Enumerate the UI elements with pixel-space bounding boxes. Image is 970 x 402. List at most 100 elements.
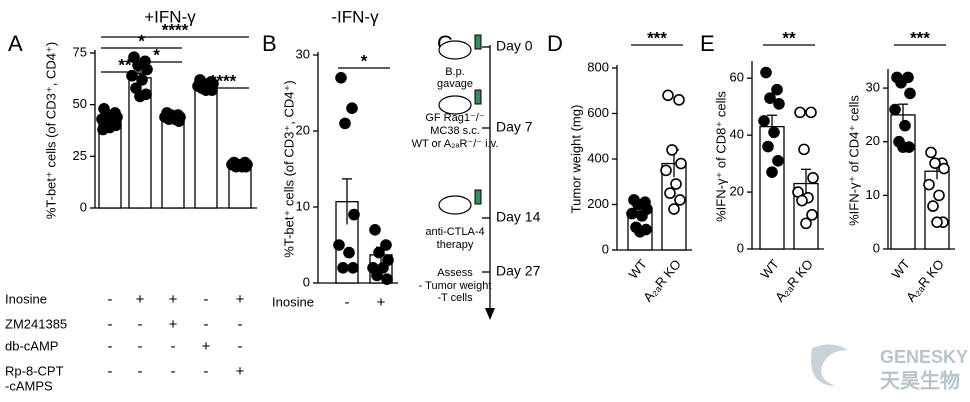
- data-point: [674, 194, 686, 206]
- watermark-logo: [811, 344, 848, 386]
- significance-label: ****: [210, 71, 237, 90]
- data-point: [666, 144, 678, 156]
- data-point: [347, 261, 359, 274]
- chart-title: +IFN-γ: [144, 7, 196, 26]
- data-point: [339, 117, 351, 130]
- event-note: anti-CTLA-4: [425, 226, 484, 238]
- x-tick-label: WT: [625, 256, 650, 281]
- data-point: [346, 102, 358, 114]
- y-tick-label: 40: [730, 127, 744, 142]
- data-point: [762, 140, 774, 153]
- condition-label: db-cAMP: [5, 338, 58, 353]
- data-point: [895, 76, 907, 89]
- condition-symbol: -: [204, 316, 209, 333]
- day-label: Day 7: [496, 119, 533, 135]
- data-point: [927, 200, 939, 212]
- data-point: [800, 217, 812, 230]
- data-point: [240, 160, 252, 173]
- y-tick-label: 10: [296, 198, 310, 213]
- watermark: 天昊生物: [880, 368, 960, 392]
- data-point: [163, 113, 175, 125]
- event-note: B.p.: [445, 66, 465, 78]
- data-point: [668, 203, 680, 215]
- y-tick-label: 25: [73, 148, 87, 163]
- data-point: [929, 157, 941, 169]
- y-tick-label: 0: [873, 240, 880, 255]
- y-tick-label: 600: [587, 105, 609, 120]
- y-tick-label: 50: [73, 96, 87, 111]
- data-point: [337, 261, 349, 274]
- data-point: [380, 239, 392, 251]
- data-point: [794, 106, 806, 119]
- syringe-icon: [474, 189, 482, 205]
- day-label: Day 14: [496, 209, 541, 225]
- data-point: [931, 216, 943, 228]
- syringe-icon: [474, 34, 482, 50]
- y-tick-label: 20: [296, 122, 310, 137]
- data-point: [805, 106, 817, 119]
- data-point: [141, 63, 153, 76]
- condition-symbol: -: [204, 363, 209, 380]
- data-point: [796, 194, 808, 207]
- condition-symbol: -: [204, 291, 209, 308]
- mouse-icon: [438, 195, 472, 215]
- data-point: [933, 189, 945, 202]
- data-point: [335, 72, 347, 84]
- data-point: [134, 90, 146, 103]
- condition-symbol: -: [108, 316, 113, 333]
- condition-symbol: +: [169, 291, 178, 308]
- condition-symbol: -: [138, 338, 143, 355]
- data-point: [807, 172, 819, 184]
- data-point: [626, 207, 638, 220]
- data-point: [369, 224, 381, 236]
- data-point: [764, 92, 776, 104]
- data-point: [925, 146, 937, 159]
- y-axis-label: %T-bet⁺ cells (of CD3⁺, CD4⁺): [281, 80, 296, 257]
- event-note: - Tumor weight: [419, 280, 492, 292]
- significance-label: *: [361, 51, 368, 70]
- y-tick-label: 800: [587, 59, 609, 74]
- y-axis-label: %T-bet⁺ cells (of CD3⁺, CD4⁺): [43, 42, 58, 219]
- panel-label: E: [700, 31, 715, 56]
- condition-symbol: -: [138, 363, 143, 380]
- chart-title: -IFN-γ: [331, 7, 379, 26]
- data-point: [938, 162, 950, 175]
- y-tick-label: 0: [737, 240, 744, 255]
- data-point: [632, 198, 644, 211]
- y-tick-label: 200: [587, 196, 609, 211]
- data-point: [758, 115, 770, 127]
- data-point: [766, 166, 778, 178]
- condition-label: ZM241385: [5, 316, 67, 331]
- condition-label: Inosine: [5, 291, 47, 306]
- y-axis-label: %IFN-γ⁺ of CD8⁺ cells: [713, 91, 728, 222]
- data-point: [889, 103, 901, 116]
- data-point: [97, 123, 109, 136]
- y-tick-label: 0: [602, 241, 609, 256]
- condition-symbol: +: [236, 363, 245, 380]
- x-tick-label: WT: [888, 256, 913, 281]
- event-note: Assess: [437, 267, 473, 279]
- day-label: Day 27: [496, 263, 541, 279]
- event-note: GF Rag1⁻/⁻: [425, 112, 484, 124]
- condition-symbol: +: [202, 338, 211, 355]
- data-point: [670, 178, 682, 190]
- condition-label: Rp-8-CPT: [5, 363, 64, 378]
- data-point: [662, 89, 674, 102]
- data-point: [126, 69, 138, 82]
- data-point: [673, 94, 685, 106]
- condition-symbol: -: [238, 316, 243, 333]
- y-tick-label: 0: [80, 199, 87, 214]
- condition-symbol: +: [377, 294, 386, 311]
- data-point: [899, 119, 911, 132]
- significance-label: ***: [910, 28, 930, 47]
- y-tick-label: 10: [866, 187, 880, 202]
- data-point: [348, 208, 360, 221]
- panel-label: A: [8, 31, 23, 56]
- condition-symbol: -: [108, 291, 113, 308]
- data-point: [636, 210, 648, 222]
- condition-symbol: +: [169, 316, 178, 333]
- data-point: [675, 157, 687, 170]
- data-point: [373, 246, 385, 259]
